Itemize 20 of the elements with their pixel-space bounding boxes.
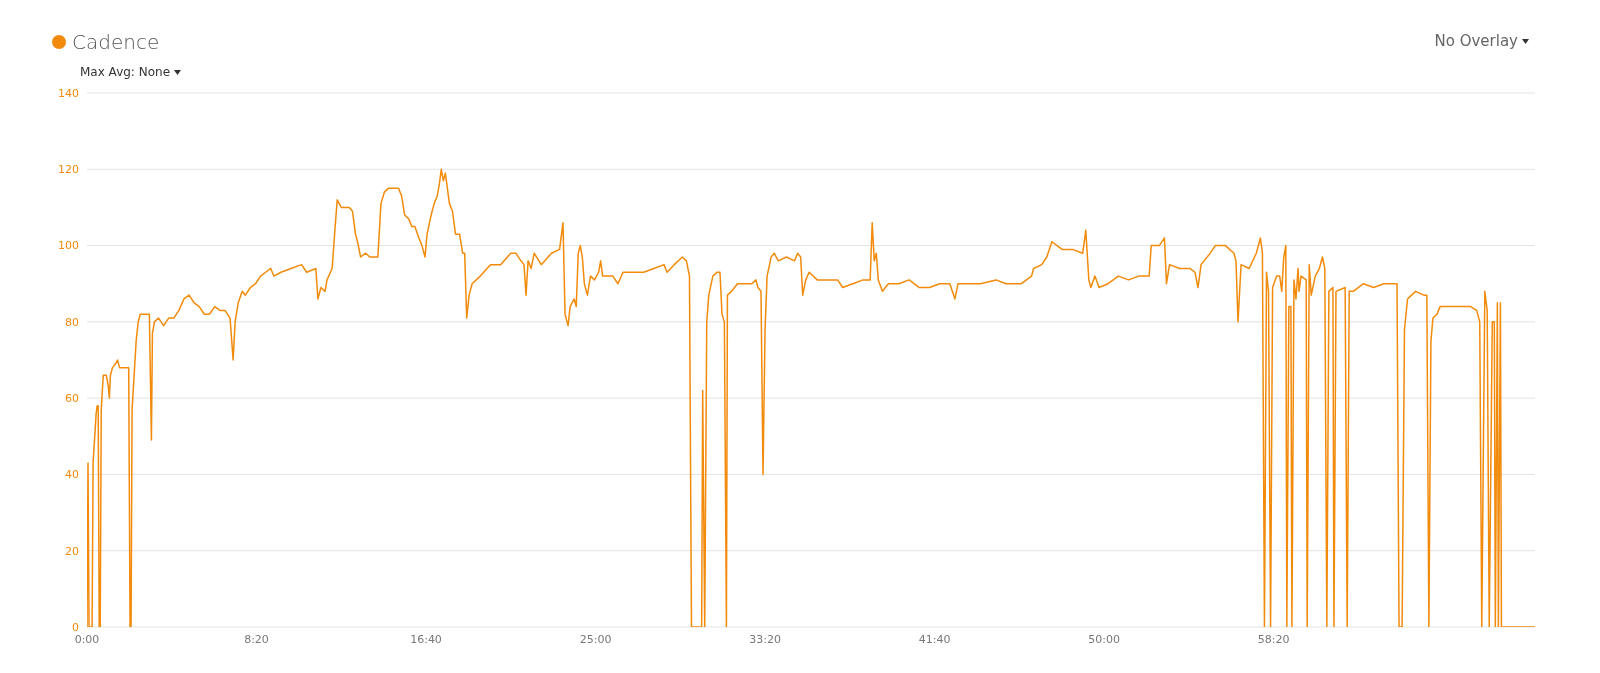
x-tick-label: 50:00 bbox=[1088, 632, 1120, 646]
x-tick-label: 8:20 bbox=[244, 632, 269, 646]
x-tick-label: 16:40 bbox=[410, 632, 442, 646]
y-tick-label: 0 bbox=[72, 620, 79, 634]
chart-title: Cadence bbox=[72, 30, 160, 54]
x-tick-label: 33:20 bbox=[749, 632, 781, 646]
x-tick-label: 41:40 bbox=[918, 632, 951, 646]
y-tick-label: 20 bbox=[65, 544, 79, 558]
y-tick-label: 120 bbox=[58, 163, 79, 177]
y-tick-label: 140 bbox=[58, 86, 79, 100]
x-tick-label: 25:00 bbox=[579, 632, 612, 646]
y-tick-label: 40 bbox=[65, 468, 79, 482]
y-tick-label: 100 bbox=[58, 239, 79, 253]
x-tick-label: 0:00 bbox=[74, 632, 100, 646]
x-tick-label: 58:20 bbox=[1257, 632, 1290, 646]
y-tick-label: 80 bbox=[65, 315, 79, 329]
text: Max Avg: None bbox=[80, 65, 171, 79]
text: No Overlay bbox=[1434, 32, 1518, 50]
y-tick-label: 60 bbox=[65, 392, 79, 406]
line-series bbox=[87, 168, 1535, 627]
